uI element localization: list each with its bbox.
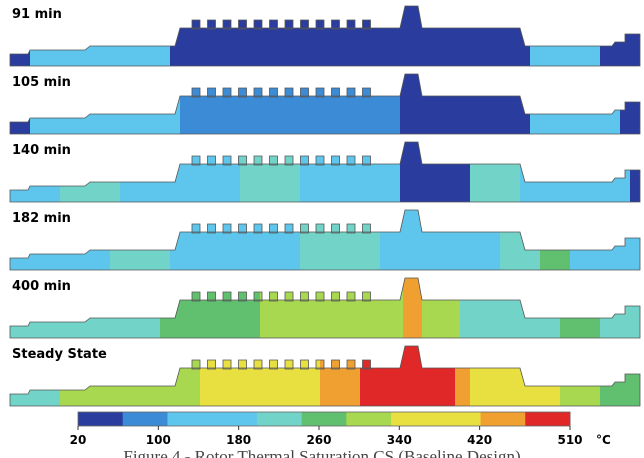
panel-label: 91 min [12,7,62,22]
colorbar-segment [436,412,481,426]
caption: Figure 4 - Rotor Thermal Saturation CS (… [123,447,520,458]
colorbar-segment [257,412,302,426]
colorbar-segment [391,412,436,426]
colorbar-unit: °C [596,433,611,447]
colorbar-segment [78,412,123,426]
colorbar-segment [525,412,570,426]
colorbar-tick-label: 180 [226,433,251,447]
colorbar-segment [346,412,391,426]
colorbar-segment [212,412,257,426]
colorbar-tick-label: 510 [557,433,582,447]
colorbar-segment [302,412,347,426]
colorbar-tick-label: 340 [387,433,412,447]
colorbar-tick-label: 420 [467,433,492,447]
colorbar-segment [167,412,212,426]
colorbar-tick-label: 20 [70,433,87,447]
colorbar-tick-label: 100 [146,433,171,447]
panel-label: Steady State [12,347,107,362]
colorbar-segment [481,412,526,426]
colorbar-segment [123,412,168,426]
panel-label: 105 min [12,75,71,90]
figure: Figure 4 - Rotor Thermal Saturation CS (… [0,0,644,458]
panel-label: 400 min [12,279,71,294]
colorbar-tick-label: 260 [306,433,331,447]
panel-label: 182 min [12,211,71,226]
panel-label: 140 min [12,143,71,158]
